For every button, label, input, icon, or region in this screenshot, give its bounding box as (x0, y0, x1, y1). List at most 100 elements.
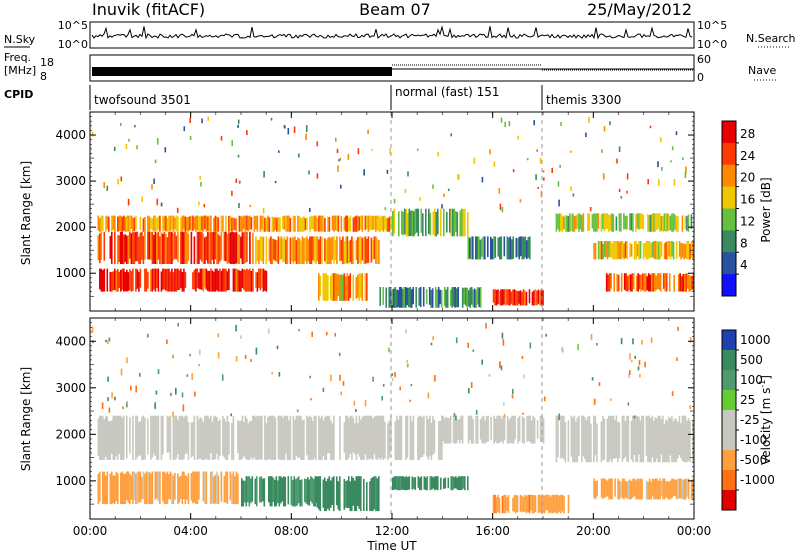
vel-echo-bin (283, 415, 286, 460)
vel-echo-bin (650, 481, 652, 500)
power-scatter-point (393, 198, 396, 204)
power-echo-bin (171, 268, 173, 292)
power-echo-bin (367, 215, 370, 232)
vel-echo-bin (168, 416, 170, 453)
power-echo-bin (596, 213, 598, 232)
velocity-colorbar-swatch (722, 450, 736, 471)
vel-echo-bin (405, 415, 407, 460)
power-echo-bin (204, 237, 206, 264)
vel-scatter-point (485, 322, 487, 329)
power-echo-bin (217, 217, 220, 232)
power-echo-bin (684, 243, 687, 259)
power-echo-bin (504, 289, 507, 306)
power-echo-bin (459, 210, 462, 237)
power-colorbar-swatch (722, 186, 736, 209)
vel-echo-bin (250, 420, 253, 458)
vel-echo-bin (181, 415, 184, 460)
power-scatter-point (136, 145, 138, 150)
power-scatter-point (684, 171, 687, 179)
vel-scatter-point (529, 342, 532, 349)
vel-scatter-point (481, 359, 483, 365)
power-echo-bin (102, 270, 104, 292)
power-scatter-point (450, 133, 452, 137)
power-scatter-point (616, 158, 618, 164)
vel-echo-bin (560, 494, 562, 514)
power-echo-bin (677, 216, 679, 232)
power-echo-region (492, 289, 544, 306)
power-colorbar-swatch (722, 164, 736, 188)
vel-echo-bin (310, 417, 313, 460)
power-y-axis-label: Slant Range [km] (19, 161, 33, 265)
velocity-colorbar-swatch (722, 350, 736, 371)
power-echo-bin (653, 213, 655, 232)
power-echo-bin (686, 273, 689, 289)
power-echo-bin (355, 240, 358, 260)
vel-echo-bin (250, 478, 252, 504)
vel-echo-bin (636, 478, 639, 500)
power-echo-bin (599, 241, 601, 260)
power-echo-bin (256, 215, 259, 232)
power-echo-bin (600, 214, 603, 232)
power-echo-bin (279, 217, 281, 232)
vel-echo-bin (603, 478, 606, 498)
power-echo-bin (150, 269, 152, 292)
power-echo-bin (337, 274, 340, 297)
vel-echo-bin (575, 422, 577, 463)
power-echo-bin (327, 275, 329, 301)
power-echo-bin (473, 288, 476, 308)
vel-echo-bin (573, 415, 576, 463)
vel-scatter-point (543, 396, 546, 402)
power-echo-bin (492, 289, 495, 303)
station-title: Inuvik (fitACF) (92, 0, 205, 19)
vel-echo-bin (513, 495, 516, 513)
vel-echo-bin (605, 479, 607, 497)
power-echo-bin (378, 240, 380, 264)
nsearch-tick-bottom: 10^0 (697, 38, 727, 51)
vel-echo-bin (499, 415, 501, 443)
power-echo-bin (650, 273, 653, 292)
power-echo-bin (476, 236, 479, 260)
vel-echo-bin (178, 476, 181, 503)
power-echo-bin (455, 211, 457, 232)
power-echo-bin (258, 268, 260, 288)
vel-echo-bin (654, 417, 657, 463)
vel-scatter-point (407, 363, 409, 368)
power-scatter-point (176, 207, 179, 213)
vel-echo-bin (472, 419, 474, 444)
power-echo-bin (175, 235, 178, 260)
nsearch-tick-top: 10^5 (697, 19, 727, 32)
power-echo-bin (687, 214, 690, 232)
power-echo-bin (135, 268, 137, 292)
vel-scatter-point (677, 326, 679, 331)
power-scatter-point (103, 182, 105, 189)
power-echo-bin (109, 272, 112, 292)
vel-echo-bin (614, 478, 616, 497)
power-echo-region (99, 268, 268, 292)
vel-echo-bin (582, 415, 585, 457)
vel-scatter-point (629, 353, 631, 360)
vel-echo-bin (567, 494, 570, 514)
power-echo-bin (542, 290, 544, 306)
power-echo-bin (420, 208, 423, 233)
power-echo-bin (671, 241, 673, 257)
power-echo-bin (259, 236, 262, 261)
vel-scatter-point (276, 345, 279, 350)
vel-scatter-point (334, 333, 336, 337)
power-echo-bin (659, 241, 661, 260)
power-echo-bin (470, 287, 473, 305)
vel-echo-bin (443, 418, 446, 444)
power-echo-bin (668, 273, 671, 292)
vel-echo-bin (519, 494, 522, 513)
power-echo-bin (494, 289, 496, 306)
power-scatter-point (481, 176, 484, 183)
vel-scatter-point (523, 374, 525, 379)
vel-echo-bin (412, 415, 415, 460)
vel-echo-bin (262, 478, 264, 502)
vel-echo-bin (309, 415, 311, 460)
vel-echo-bin (196, 415, 199, 460)
vel-echo-bin (322, 479, 325, 508)
power-echo-bin (309, 236, 311, 264)
power-echo-bin (484, 236, 486, 260)
power-echo-bin (301, 217, 304, 232)
vel-echo-bin (366, 415, 368, 460)
